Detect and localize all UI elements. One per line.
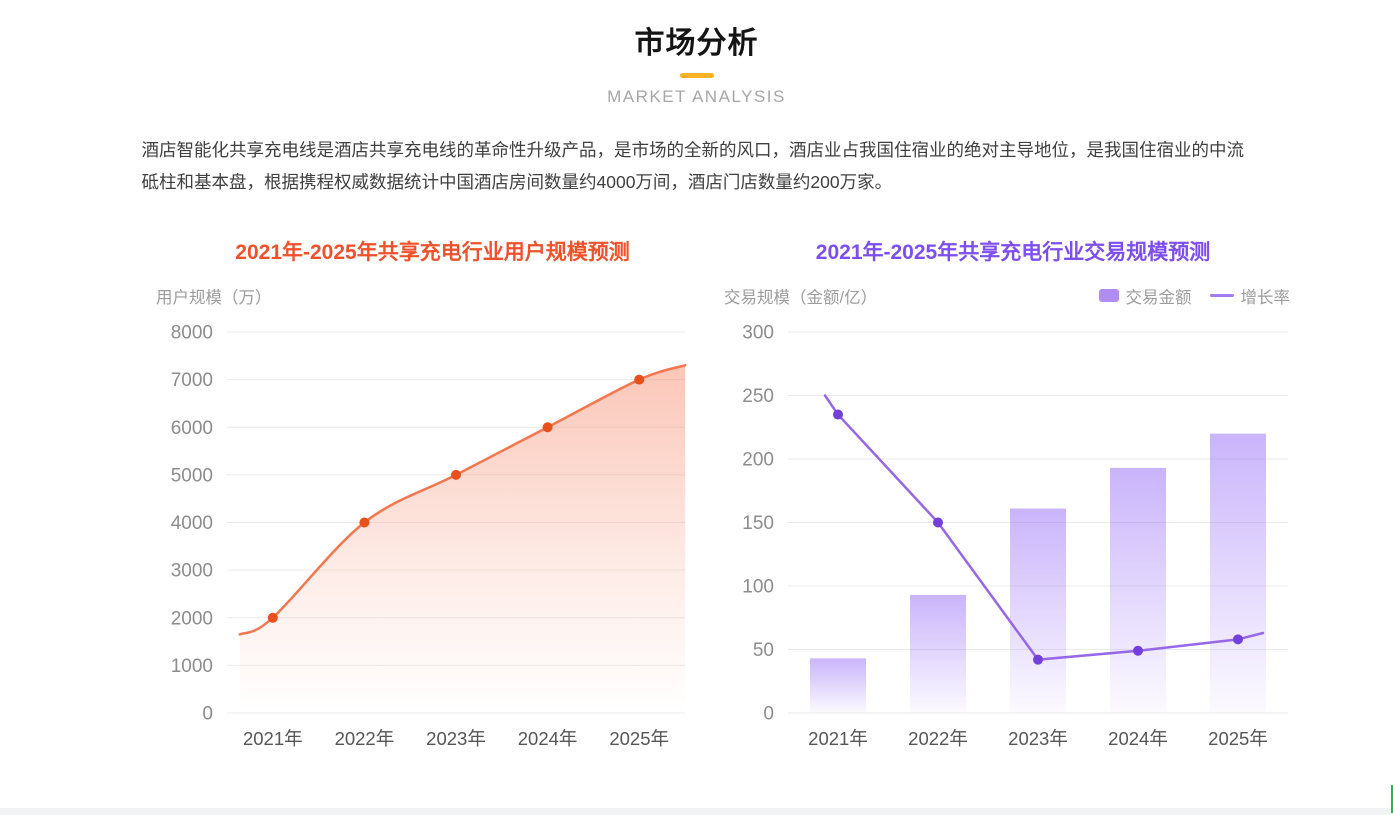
svg-text:5000: 5000 <box>171 465 213 486</box>
svg-text:2024年: 2024年 <box>1108 728 1168 749</box>
transaction-scale-chart-canvas: 0 50 100 150 200 250 300 2021年 2022年 2023年 2024年 20… <box>742 322 1288 749</box>
svg-text:0: 0 <box>763 703 774 724</box>
legend-item-growth: 增长率 <box>1209 284 1291 308</box>
legend-label-amount: 交易金额 <box>1125 288 1192 307</box>
chart-legend: 交易金额 增长率 <box>1098 284 1291 308</box>
svg-text:6000: 6000 <box>171 418 213 439</box>
svg-text:300: 300 <box>742 322 774 343</box>
intro-paragraph: 酒店智能化共享充电线是酒店共享充电线的革命性升级产品，是市场的全新的风口，酒店业… <box>141 140 1245 193</box>
legend-label-growth: 增长率 <box>1240 288 1291 307</box>
title-divider <box>679 73 714 78</box>
svg-text:2025年: 2025年 <box>609 728 669 749</box>
svg-text:2022年: 2022年 <box>908 728 968 749</box>
svg-text:2000: 2000 <box>171 608 213 629</box>
svg-text:2024年: 2024年 <box>518 728 578 749</box>
section-header: 市场分析 MARKET ANALYSIS <box>0 0 1393 107</box>
bar-swatch-icon <box>1098 289 1119 303</box>
svg-text:2023年: 2023年 <box>426 728 486 749</box>
svg-text:250: 250 <box>742 386 774 407</box>
charts-section: 2021年-2025年共享充电行业用户规模预测 用户规模（万） 0 1000 200… <box>0 236 1393 754</box>
svg-text:0: 0 <box>202 703 213 724</box>
right-edge-scroll-marker <box>1391 785 1393 813</box>
svg-text:2022年: 2022年 <box>335 728 395 749</box>
next-section-edge <box>0 808 1393 815</box>
legend-item-amount: 交易金额 <box>1098 284 1192 308</box>
transaction-scale-chart-title: 2021年-2025年共享充电行业交易规模预测 <box>815 240 1211 264</box>
line-swatch-icon <box>1209 294 1234 298</box>
svg-text:50: 50 <box>753 640 774 661</box>
svg-text:200: 200 <box>742 449 774 470</box>
transaction-scale-chart-head: 交易规模（金额/亿） 交易金额 增长率 <box>718 283 1308 309</box>
user-scale-y-axis-label: 用户规模（万） <box>156 288 272 307</box>
transaction-scale-y-axis-label: 交易规模（金额/亿） <box>724 288 878 307</box>
page-title: 市场分析 <box>634 27 759 60</box>
transaction-scale-chart: 2021年-2025年共享充电行业交易规模预测 交易规模（金额/亿） 交易金额 … <box>718 236 1308 754</box>
svg-text:3000: 3000 <box>171 560 213 581</box>
user-scale-chart-canvas: 0 1000 2000 3000 4000 5000 6000 7000 8000 2021年 20… <box>171 322 687 749</box>
svg-text:2021年: 2021年 <box>808 728 868 749</box>
user-scale-chart: 2021年-2025年共享充电行业用户规模预测 用户规模（万） 0 1000 200… <box>150 236 715 754</box>
svg-text:7000: 7000 <box>171 370 213 391</box>
svg-text:2023年: 2023年 <box>1008 728 1068 749</box>
svg-text:2025年: 2025年 <box>1208 728 1268 749</box>
svg-text:150: 150 <box>742 513 774 534</box>
svg-text:100: 100 <box>742 576 774 597</box>
svg-text:4000: 4000 <box>171 513 213 534</box>
user-scale-chart-title: 2021年-2025年共享充电行业用户规模预测 <box>235 240 630 264</box>
svg-text:1000: 1000 <box>171 656 213 677</box>
svg-text:8000: 8000 <box>171 322 213 343</box>
svg-text:2021年: 2021年 <box>243 728 303 749</box>
page-subtitle: MARKET ANALYSIS <box>607 87 786 106</box>
user-scale-chart-head: 用户规模（万） <box>150 283 715 309</box>
